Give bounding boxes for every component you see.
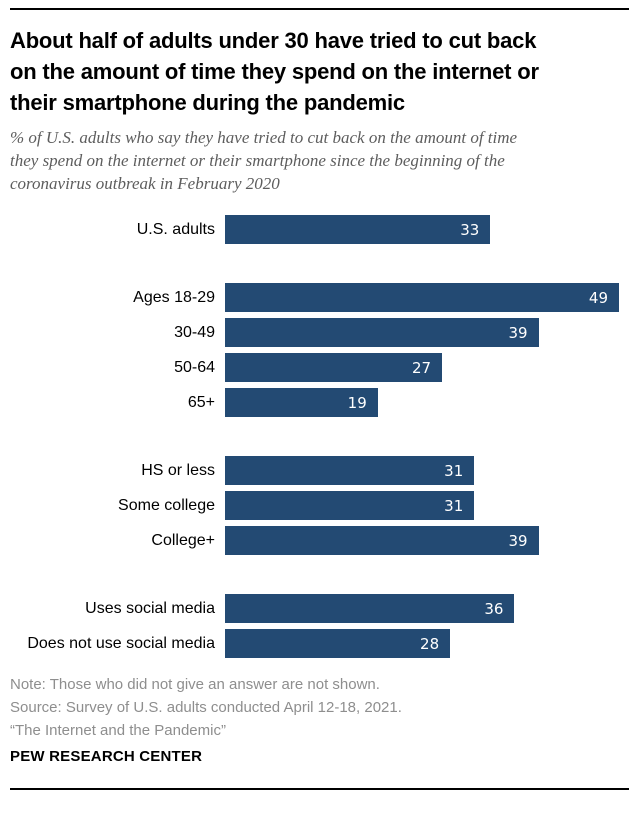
value-label: 36 bbox=[484, 599, 504, 618]
category-label: 65+ bbox=[187, 393, 215, 411]
brand-wordmark: PEW RESEARCH CENTER bbox=[10, 748, 203, 765]
bar-track: 39 bbox=[225, 318, 619, 347]
category-label: HS or less bbox=[141, 461, 215, 479]
bar: 49 bbox=[225, 283, 619, 312]
value-label: 31 bbox=[444, 461, 464, 480]
bar-row: College+ 39 bbox=[10, 526, 629, 555]
bar-track: 36 bbox=[225, 594, 619, 623]
footer-citation: “The Internet and the Pandemic” bbox=[10, 722, 226, 739]
bar: 28 bbox=[225, 629, 451, 658]
bar-row: 50-64 27 bbox=[10, 353, 629, 382]
category-label: 50-64 bbox=[174, 358, 215, 376]
bar-track: 28 bbox=[225, 629, 619, 658]
bar-chart: U.S. adults 33 Ages 18-29 49 30-49 39 50-64 27 6… bbox=[10, 215, 629, 658]
value-label: 28 bbox=[420, 634, 440, 653]
bar: 36 bbox=[225, 594, 515, 623]
bar-row: 65+ 19 bbox=[10, 388, 629, 417]
bar-track: 19 bbox=[225, 388, 619, 417]
footer-note: Note: Those who did not give an answer a… bbox=[10, 676, 380, 693]
value-label: 31 bbox=[444, 496, 464, 515]
top-divider bbox=[10, 8, 629, 10]
bar: 27 bbox=[225, 353, 443, 382]
bar-row: Some college 31 bbox=[10, 491, 629, 520]
bar: 19 bbox=[225, 388, 378, 417]
category-label: Does not use social media bbox=[27, 634, 215, 652]
bar-track: 31 bbox=[225, 456, 619, 485]
bar-row: Ages 18-29 49 bbox=[10, 283, 629, 312]
bar-group-education: HS or less 31 Some college 31 College+ 39 bbox=[10, 456, 629, 555]
value-label: 19 bbox=[347, 393, 367, 412]
category-label: U.S. adults bbox=[136, 220, 215, 238]
bar: 31 bbox=[225, 456, 475, 485]
bar: 39 bbox=[225, 318, 539, 347]
footer-notes: Note: Those who did not give an answer a… bbox=[10, 673, 629, 742]
bar-row: 30-49 39 bbox=[10, 318, 629, 347]
bar: 31 bbox=[225, 491, 475, 520]
value-label: 27 bbox=[412, 358, 432, 377]
bar-track: 39 bbox=[225, 526, 619, 555]
category-label: 30-49 bbox=[174, 323, 215, 341]
category-label: Ages 18-29 bbox=[133, 288, 215, 306]
bar-row: Uses social media 36 bbox=[10, 594, 629, 623]
bar-group-age: Ages 18-29 49 30-49 39 50-64 27 65+ 19 bbox=[10, 283, 629, 417]
footer-source: Source: Survey of U.S. adults conducted … bbox=[10, 699, 402, 716]
value-label: 49 bbox=[588, 288, 608, 307]
page-subtitle: % of U.S. adults who say they have tried… bbox=[10, 128, 518, 193]
bar: 33 bbox=[225, 215, 491, 244]
value-label: 33 bbox=[460, 220, 480, 239]
bar-track: 31 bbox=[225, 491, 619, 520]
page-title: About half of adults under 30 have tried… bbox=[10, 28, 539, 115]
bar-track: 33 bbox=[225, 215, 619, 244]
bar-row: U.S. adults 33 bbox=[10, 215, 629, 244]
bar-track: 27 bbox=[225, 353, 619, 382]
bar-group-social-media: Uses social media 36 Does not use social m… bbox=[10, 594, 629, 658]
value-label: 39 bbox=[508, 531, 528, 550]
bar-group-overall: U.S. adults 33 bbox=[10, 215, 629, 244]
bar-row: Does not use social media 28 bbox=[10, 629, 629, 658]
bar: 39 bbox=[225, 526, 539, 555]
value-label: 39 bbox=[508, 323, 528, 342]
category-label: Uses social media bbox=[85, 599, 215, 617]
bar-row: HS or less 31 bbox=[10, 456, 629, 485]
category-label: Some college bbox=[118, 496, 215, 514]
bottom-divider bbox=[10, 788, 629, 790]
category-label: College+ bbox=[151, 531, 215, 549]
report-card: About half of adults under 30 have tried… bbox=[0, 8, 639, 790]
bar-track: 49 bbox=[225, 283, 619, 312]
